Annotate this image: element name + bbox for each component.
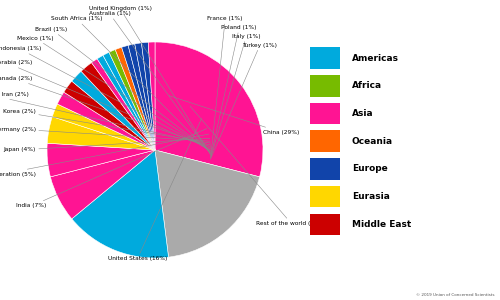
Wedge shape	[81, 63, 155, 150]
Wedge shape	[155, 150, 260, 257]
FancyBboxPatch shape	[310, 103, 340, 124]
Text: Turkey (1%): Turkey (1%)	[210, 43, 278, 159]
Wedge shape	[142, 42, 155, 150]
Text: Mexico (1%): Mexico (1%)	[17, 35, 211, 152]
Text: Canada (2%): Canada (2%)	[0, 76, 211, 147]
Text: Poland (1%): Poland (1%)	[210, 25, 257, 157]
Text: Russian Federation (5%): Russian Federation (5%)	[0, 134, 209, 177]
Wedge shape	[64, 81, 155, 150]
Text: Indonesia (1%): Indonesia (1%)	[0, 46, 211, 151]
Text: © 2019 Union of Concerned Scientists: © 2019 Union of Concerned Scientists	[416, 293, 495, 297]
FancyBboxPatch shape	[310, 158, 340, 180]
Text: Brazil (1%): Brazil (1%)	[36, 27, 211, 152]
Text: Europe: Europe	[352, 164, 388, 173]
FancyBboxPatch shape	[310, 214, 340, 235]
Text: Rest of the world (19%): Rest of the world (19%)	[190, 106, 326, 226]
Text: Islamic Republic of Iran (2%): Islamic Republic of Iran (2%)	[0, 92, 211, 145]
Wedge shape	[115, 47, 155, 150]
Text: Oceania: Oceania	[352, 137, 393, 146]
Wedge shape	[50, 150, 155, 219]
Wedge shape	[122, 45, 155, 150]
Text: Italy (1%): Italy (1%)	[210, 34, 260, 158]
FancyBboxPatch shape	[310, 75, 340, 97]
Wedge shape	[155, 42, 263, 177]
Text: China (29%): China (29%)	[169, 96, 300, 135]
Wedge shape	[109, 50, 155, 150]
Wedge shape	[47, 143, 155, 177]
FancyBboxPatch shape	[310, 186, 340, 208]
Wedge shape	[72, 150, 168, 258]
Text: India (7%): India (7%)	[16, 128, 207, 208]
Wedge shape	[128, 44, 155, 150]
Text: Africa: Africa	[352, 81, 382, 90]
Text: Eurasia: Eurasia	[352, 192, 390, 201]
Text: Japan (4%): Japan (4%)	[4, 138, 210, 152]
Wedge shape	[47, 117, 155, 150]
Text: Americas: Americas	[352, 54, 399, 63]
FancyBboxPatch shape	[310, 47, 340, 69]
Text: Middle East: Middle East	[352, 220, 411, 229]
Text: Germany (2%): Germany (2%)	[0, 127, 210, 141]
Wedge shape	[58, 92, 155, 150]
Wedge shape	[52, 104, 155, 150]
Wedge shape	[103, 52, 155, 150]
Text: France (1%): France (1%)	[208, 16, 243, 156]
Text: South Africa (1%): South Africa (1%)	[51, 16, 211, 153]
Wedge shape	[135, 43, 155, 150]
Text: United States (16%): United States (16%)	[108, 118, 202, 261]
Text: United Kingdom (1%): United Kingdom (1%)	[88, 6, 211, 155]
Text: Saudi Arabia (2%): Saudi Arabia (2%)	[0, 60, 211, 149]
Wedge shape	[72, 71, 155, 150]
Wedge shape	[148, 42, 155, 150]
Wedge shape	[92, 59, 155, 150]
Text: Korea (2%): Korea (2%)	[3, 109, 210, 143]
FancyBboxPatch shape	[310, 130, 340, 152]
Text: Australia (1%): Australia (1%)	[88, 11, 211, 154]
Text: Asia: Asia	[352, 109, 374, 118]
Wedge shape	[97, 56, 155, 150]
